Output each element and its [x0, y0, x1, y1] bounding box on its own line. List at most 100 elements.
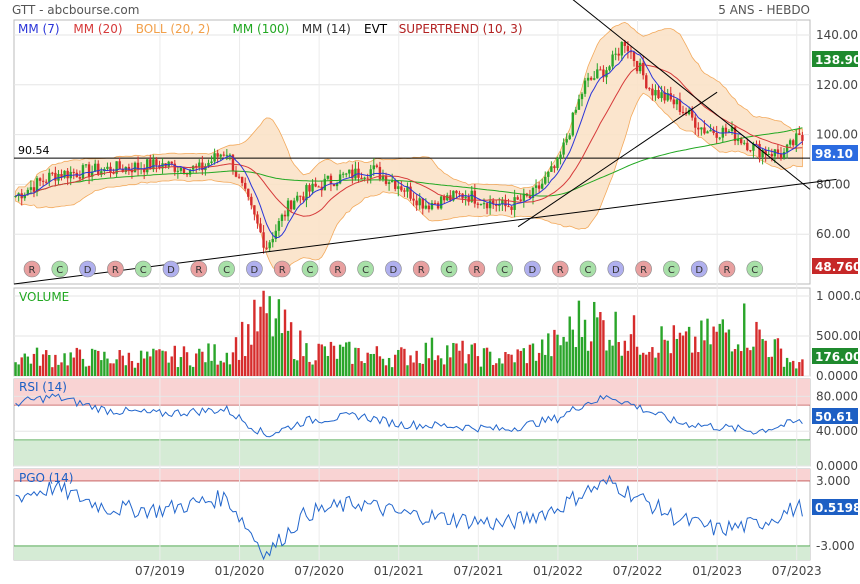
signal-marker [412, 260, 430, 278]
candle-body [464, 196, 467, 199]
candle-body [228, 154, 232, 156]
rsi-last-badge-label: 50.61 [815, 410, 853, 424]
candle-body [97, 163, 100, 175]
volume-y-tick-label: 500.00K [816, 329, 860, 343]
volume-bar [498, 358, 501, 376]
candle-body [106, 166, 109, 169]
volume-bar [712, 326, 715, 376]
volume-bar [161, 350, 164, 376]
signal-marker [635, 260, 652, 278]
candle-body [240, 176, 244, 183]
volume-bar [504, 352, 507, 376]
volume-bar [390, 367, 394, 376]
volume-bar [87, 365, 91, 376]
candle-body [596, 69, 599, 79]
volume-bar [727, 329, 731, 376]
candle-body [504, 199, 507, 207]
candle-body [599, 69, 602, 71]
candle-body [614, 53, 617, 55]
volume-bar [259, 306, 262, 376]
signal-marker [79, 260, 96, 278]
legend-item: BOLL (20, 2) [136, 22, 211, 36]
volume-bar [198, 348, 201, 376]
volume-bar [455, 343, 458, 376]
candle-body [390, 180, 394, 183]
candle-body [605, 70, 608, 78]
signal-marker [496, 260, 513, 278]
rsi-title: RSI (14) [19, 380, 67, 394]
volume-bar [17, 364, 20, 376]
volume-bar [271, 336, 274, 376]
price-y-tick-label: 100.00 [816, 128, 858, 142]
volume-bar [204, 362, 207, 376]
candle-body [687, 109, 691, 115]
candle-body [250, 196, 253, 206]
volume-bar [626, 350, 630, 376]
candle-body [455, 190, 458, 194]
volume-bar [170, 356, 173, 376]
signal-marker-label: R [557, 265, 564, 276]
candle-body [706, 131, 709, 134]
candle-body [602, 69, 605, 78]
candle-body [547, 171, 550, 177]
volume-bar [534, 360, 538, 376]
pgo-last-badge [812, 499, 858, 515]
volume-bar [544, 354, 547, 376]
candle-body [559, 154, 562, 158]
volume-bar [669, 353, 672, 376]
volume-bar [424, 342, 428, 376]
candle-body [188, 169, 192, 175]
volume-bar [397, 349, 400, 376]
volume-bar [237, 359, 241, 376]
volume-bar [262, 290, 265, 376]
signal-marker [524, 260, 541, 278]
signal-marker-label: D [695, 265, 703, 276]
candle-body [78, 177, 82, 179]
volume-bar [743, 303, 746, 376]
candle-body [752, 143, 755, 151]
volume-bar [360, 361, 363, 376]
volume-bar [338, 344, 342, 376]
volume-bar [415, 350, 418, 376]
candle-body [146, 159, 149, 173]
x-tick-label: 07/2021 [453, 564, 503, 578]
candle-body [394, 180, 397, 189]
volume-bar [136, 362, 140, 376]
candle-body [574, 109, 578, 113]
signal-marker [329, 260, 347, 278]
candle-body [583, 80, 587, 94]
legend-item: MM (14) [302, 22, 351, 36]
volume-bar [678, 332, 682, 376]
volume-bar [341, 346, 345, 376]
signal-marker-label: R [418, 265, 425, 276]
volume-bar [406, 365, 409, 376]
volume-bar [149, 356, 152, 376]
volume-bar [130, 361, 134, 376]
candle-body [743, 142, 746, 144]
reference-level-label: 90.54 [18, 144, 50, 157]
signal-marker [107, 260, 124, 278]
candle-body [222, 154, 225, 156]
candle-body [617, 53, 620, 56]
volume-bar [234, 337, 238, 376]
candle-body [280, 214, 284, 222]
volume-last-badge [812, 348, 858, 364]
volume-bar [491, 364, 495, 376]
candle-body [488, 200, 492, 209]
volume-bar [45, 350, 48, 376]
candle-body [801, 135, 804, 141]
volume-bar [568, 316, 571, 376]
volume-bar [155, 350, 158, 376]
volume-bar [201, 351, 204, 376]
signal-marker-label: D [612, 265, 620, 276]
candle-body [638, 62, 642, 72]
volume-bar [421, 363, 424, 376]
volume-bar [213, 344, 216, 376]
candle-body [66, 170, 69, 179]
candle-body [369, 169, 372, 178]
signal-marker [718, 260, 736, 278]
volume-bar [635, 346, 639, 376]
candle-body [522, 193, 526, 201]
candle-body [51, 172, 54, 174]
volume-bar [63, 353, 66, 376]
